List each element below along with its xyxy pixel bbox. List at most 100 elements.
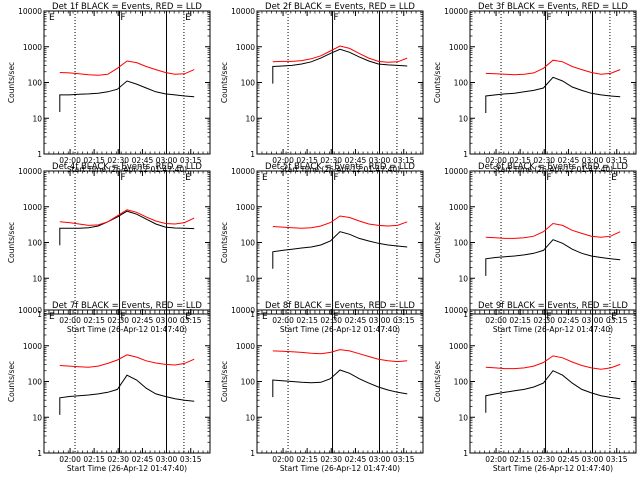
x-tick-label: 03:15 <box>606 316 628 325</box>
y-tick-label: 1000 <box>23 203 42 212</box>
marker-label: F <box>333 13 338 23</box>
marker-label: F <box>120 312 125 322</box>
x-axis-label: Start Time (26-Apr-12 01:47:40) <box>67 165 187 174</box>
x-tick-label: 02:00 <box>59 455 81 464</box>
marker-label: F <box>333 312 338 322</box>
x-tick-label: 02:45 <box>345 316 367 325</box>
x-tick-label: 03:00 <box>582 455 604 464</box>
y-tick-label: 10 <box>245 274 255 283</box>
events-series-line <box>485 239 621 276</box>
y-tick-label: 1000 <box>449 203 468 212</box>
chart-title: Det 3f BLACK = Events, RED = LLD <box>478 2 628 12</box>
chart-det-9: Det 9f BLACK = Events, RED = LLD 1 10 100 10… <box>433 301 637 473</box>
chart-det-6: Det 6f BLACK = Events, RED = LLD 1 10 100 10… <box>433 162 637 334</box>
x-tick-label: 02:30 <box>320 316 342 325</box>
plot-frame <box>256 10 424 155</box>
y-tick-label: 10 <box>32 114 42 123</box>
x-tick-label: 03:00 <box>369 156 391 165</box>
x-axis-label: Start Time (26-Apr-12 01:47:40) <box>280 464 400 473</box>
x-tick-label: 02:00 <box>59 316 81 325</box>
plot-frame <box>256 170 424 315</box>
y-tick-label: 10000 <box>444 7 468 16</box>
x-axis-label: Start Time (26-Apr-12 01:47:40) <box>493 325 613 334</box>
plot-frame <box>43 10 211 155</box>
y-tick-label: 1000 <box>23 43 42 52</box>
y-tick-label: 10000 <box>444 167 468 176</box>
marker-label: E <box>185 312 191 322</box>
x-tick-label: 02:30 <box>320 455 342 464</box>
plot-frame <box>469 170 637 315</box>
x-tick-label: 03:15 <box>180 455 202 464</box>
lld-series-line <box>485 222 621 239</box>
y-axis-label: Counts/sec <box>220 222 229 263</box>
marker-label: E <box>185 13 191 23</box>
chart-det-3: Det 3f BLACK = Events, RED = LLD 1 10 100 10… <box>433 2 637 174</box>
x-tick-label: 02:15 <box>509 156 531 165</box>
x-tick-label: 03:15 <box>606 455 628 464</box>
x-tick-label: 02:45 <box>132 316 154 325</box>
events-series-line <box>272 48 408 84</box>
marker-label: E <box>611 312 617 322</box>
chart-det-8: Det 8f BLACK = Events, RED = LLD11010010… <box>220 301 424 473</box>
y-tick-label: 10 <box>458 114 468 123</box>
x-tick-label: 02:45 <box>558 316 580 325</box>
plot-frame <box>469 10 637 155</box>
x-tick-label: 02:30 <box>533 316 555 325</box>
y-tick-label: 10 <box>458 274 468 283</box>
x-axis-label: Start Time (26-Apr-12 01:47:40) <box>493 464 613 473</box>
x-tick-label: 02:30 <box>107 316 129 325</box>
y-tick-label: 1000 <box>236 203 255 212</box>
y-tick-label: 1000 <box>236 43 255 52</box>
y-tick-label: 100 <box>241 378 256 387</box>
y-tick-label: 100 <box>454 79 469 88</box>
y-tick-label: 1 <box>463 150 468 159</box>
x-tick-label: 02:30 <box>107 455 129 464</box>
x-tick-label: 02:15 <box>296 316 318 325</box>
lld-series-line <box>59 209 195 226</box>
x-axis-label: Start Time (26-Apr-12 01:47:40) <box>280 165 400 174</box>
marker-label: E <box>611 173 617 183</box>
x-tick-label: 03:15 <box>180 316 202 325</box>
y-tick-label: 10000 <box>444 306 468 315</box>
x-tick-label: 03:15 <box>393 156 415 165</box>
y-tick-label: 10000 <box>231 7 255 16</box>
lld-series-line <box>485 59 621 76</box>
x-tick-label: 02:00 <box>272 156 294 165</box>
y-tick-label: 10000 <box>231 167 255 176</box>
y-tick-label: 100 <box>28 378 43 387</box>
chart-title: Det 9f BLACK = Events, RED = LLD <box>478 301 628 311</box>
lld-series-line <box>272 45 408 63</box>
chart-det-1: Det 1f BLACK = Events, RED = LLD 1 10 100 10… <box>7 2 211 174</box>
lld-series-line <box>59 354 195 368</box>
chart-title: Det 1f BLACK = Events, RED = LLD <box>52 2 202 12</box>
y-tick-label: 1 <box>463 449 468 458</box>
chart-title: Det 8f BLACK = Events, RED = LLD <box>265 301 415 311</box>
y-tick-label: 1000 <box>236 342 255 351</box>
x-tick-label: 02:45 <box>558 156 580 165</box>
chart-title: Det 7f BLACK = Events, RED = LLD <box>52 301 202 311</box>
y-tick-label: 1 <box>37 310 42 319</box>
y-axis-label: Counts/sec <box>220 361 229 402</box>
x-tick-label: 03:15 <box>180 156 202 165</box>
x-tick-label: 02:45 <box>345 156 367 165</box>
y-tick-label: 1 <box>250 310 255 319</box>
marker-label: F <box>546 13 551 23</box>
lld-series-line <box>272 215 408 229</box>
events-series-line <box>59 374 195 415</box>
x-tick-label: 02:30 <box>533 455 555 464</box>
marker-label: E <box>185 173 191 183</box>
chart-det-4: Det 4f BLACK = Events, RED = LLD 1 10 100 10… <box>7 162 211 334</box>
plot-frame <box>43 170 211 315</box>
y-tick-label: 10 <box>458 413 468 422</box>
y-tick-label: 1000 <box>449 43 468 52</box>
y-tick-label: 100 <box>454 378 469 387</box>
y-tick-label: 1 <box>37 449 42 458</box>
y-tick-label: 100 <box>241 79 256 88</box>
y-tick-label: 1000 <box>449 342 468 351</box>
events-series-line <box>272 369 408 398</box>
x-tick-label: 03:00 <box>369 455 391 464</box>
y-axis-label: Counts/sec <box>7 222 16 263</box>
chart-title: Det 6f BLACK = Events, RED = LLD <box>478 162 628 172</box>
x-axis-label: Start Time (26-Apr-12 01:47:40) <box>493 165 613 174</box>
